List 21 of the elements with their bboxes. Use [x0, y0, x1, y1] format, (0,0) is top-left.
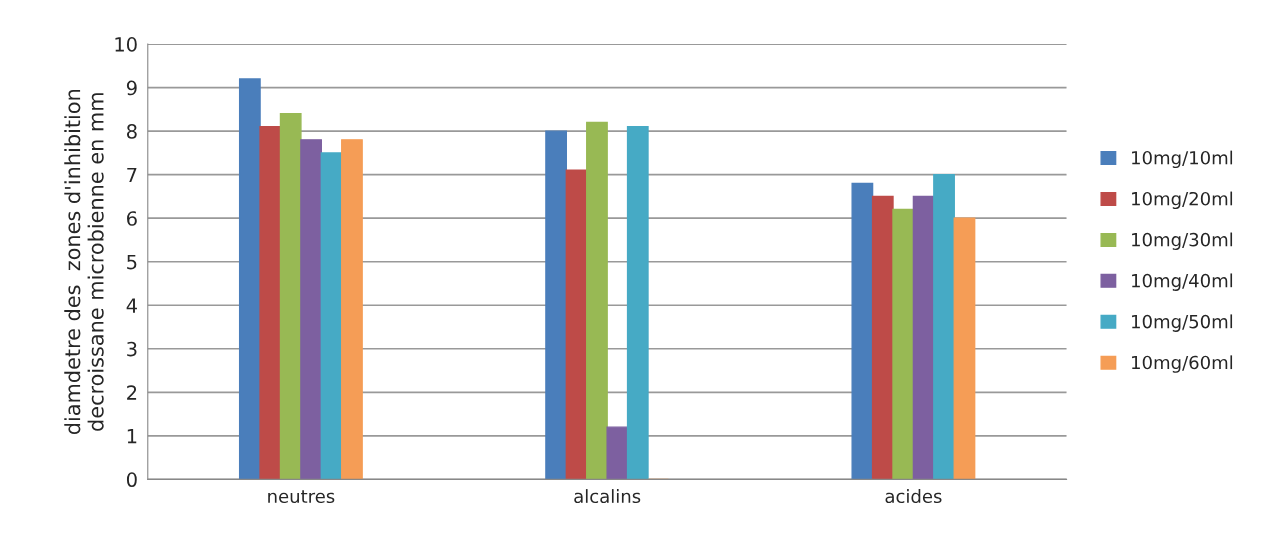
y-tick-label: 9 — [126, 80, 137, 96]
legend-label: 10mg/30ml — [1132, 232, 1233, 250]
y-tick-label: 6 — [127, 211, 137, 226]
y-tick-label: 2 — [127, 385, 137, 400]
y-tick-label: 4 — [126, 298, 137, 313]
x-tick-label: acides — [885, 489, 942, 504]
y-tick-label: 10 — [115, 37, 137, 52]
legend-label: 10mg/20ml — [1132, 191, 1233, 210]
legend-label: 10mg/40ml — [1132, 273, 1233, 291]
y-tick-label: 5 — [127, 254, 137, 270]
y-axis-title: diamdetre des zones d'inhibition decroissane microbienne en mm — [64, 90, 104, 435]
legend-label: 10mg/60ml — [1132, 355, 1233, 373]
y-tick-label: 8 — [127, 124, 137, 139]
y-tick-label: 0 — [126, 472, 137, 488]
legend-label: 10mg/50ml — [1132, 314, 1233, 332]
legend-label: 10mg/10ml — [1132, 150, 1233, 169]
x-tick-label: neutres — [268, 490, 335, 504]
y-tick-label: 3 — [127, 341, 137, 357]
y-tick-label: 1 — [127, 429, 137, 444]
x-tick-label: alcalins — [574, 489, 641, 504]
y-tick-label: 7 — [127, 167, 137, 183]
